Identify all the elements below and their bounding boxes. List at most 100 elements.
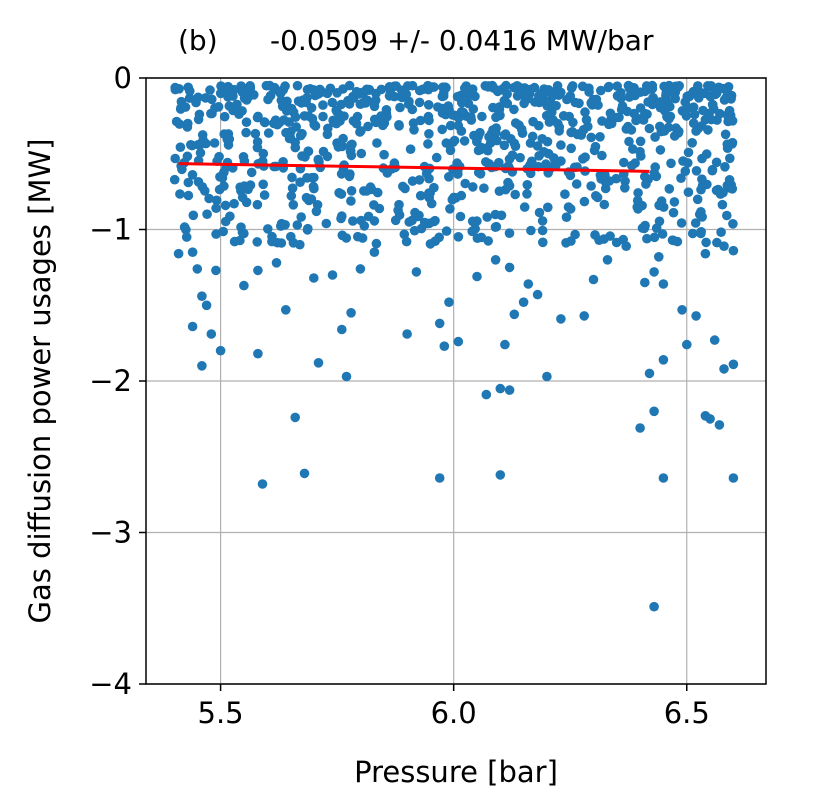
data-point xyxy=(534,207,545,218)
chart-title: -0.0509 +/- 0.0416 MW/bar xyxy=(270,24,654,57)
data-point xyxy=(402,329,412,339)
data-point xyxy=(322,151,333,162)
data-point xyxy=(252,199,263,210)
data-point xyxy=(545,95,556,106)
data-point xyxy=(453,336,464,347)
data-point xyxy=(260,117,270,128)
data-point xyxy=(437,91,448,102)
data-point xyxy=(538,237,548,248)
data-point xyxy=(472,216,482,226)
data-point xyxy=(193,139,204,150)
data-point xyxy=(589,145,600,156)
data-point xyxy=(580,107,590,117)
data-point xyxy=(264,80,275,91)
data-point xyxy=(678,156,688,166)
data-point xyxy=(347,139,357,150)
data-point xyxy=(211,203,221,213)
data-point xyxy=(668,207,679,218)
data-point xyxy=(599,199,610,210)
data-point xyxy=(346,186,357,196)
data-point xyxy=(210,103,220,113)
data-point xyxy=(597,116,607,126)
data-point xyxy=(619,157,629,168)
data-point xyxy=(688,118,699,128)
data-point xyxy=(494,186,505,196)
data-point xyxy=(566,143,576,154)
data-point xyxy=(574,98,584,109)
data-point xyxy=(411,267,422,277)
data-point xyxy=(599,234,609,244)
data-point xyxy=(414,97,425,108)
data-point xyxy=(639,223,650,234)
data-point xyxy=(302,173,312,183)
data-point xyxy=(636,151,646,161)
data-point xyxy=(727,184,738,194)
data-point xyxy=(186,140,196,150)
data-point xyxy=(728,473,739,483)
data-point xyxy=(684,91,695,102)
data-point xyxy=(509,309,520,320)
data-point xyxy=(185,86,195,96)
data-point xyxy=(712,237,722,248)
data-point xyxy=(246,167,257,178)
data-point xyxy=(211,265,221,276)
data-point xyxy=(180,102,191,112)
data-point xyxy=(252,142,263,153)
data-point xyxy=(519,98,529,109)
data-point xyxy=(271,258,282,268)
data-point xyxy=(518,297,529,308)
data-point xyxy=(444,297,454,308)
data-point xyxy=(288,107,299,117)
data-point xyxy=(636,113,647,124)
data-point xyxy=(258,148,269,159)
data-point xyxy=(295,130,306,141)
data-point xyxy=(187,170,198,180)
y-axis-label: Gas diffusion power usages [MW] xyxy=(23,139,57,624)
data-point xyxy=(291,122,302,132)
data-point xyxy=(336,169,347,179)
data-point xyxy=(313,154,324,165)
data-point xyxy=(405,144,416,154)
data-point xyxy=(705,414,715,424)
data-point xyxy=(509,104,519,115)
data-point xyxy=(183,177,194,188)
data-point xyxy=(173,248,184,259)
data-point xyxy=(224,101,235,111)
data-point xyxy=(595,132,605,142)
data-point xyxy=(369,247,380,257)
data-point xyxy=(682,339,692,350)
data-point xyxy=(564,111,574,122)
data-point xyxy=(649,267,659,277)
data-point xyxy=(721,85,732,96)
data-point xyxy=(507,150,518,160)
data-point xyxy=(642,233,652,244)
data-point xyxy=(393,205,403,216)
data-point xyxy=(276,87,287,98)
data-point xyxy=(322,129,333,140)
data-point xyxy=(177,164,187,175)
data-point xyxy=(602,254,613,265)
data-point xyxy=(565,204,576,214)
data-point xyxy=(491,103,502,114)
data-point xyxy=(565,91,576,101)
data-point xyxy=(175,189,185,199)
data-point xyxy=(651,223,662,233)
data-point xyxy=(677,305,687,315)
data-point xyxy=(258,179,269,190)
data-point xyxy=(691,126,701,136)
data-point xyxy=(445,145,456,156)
data-point xyxy=(439,341,450,352)
data-point xyxy=(441,226,452,236)
data-point xyxy=(490,222,501,232)
data-point xyxy=(680,166,691,176)
data-point xyxy=(290,142,301,153)
data-point xyxy=(360,96,371,107)
data-point xyxy=(310,121,321,131)
data-point xyxy=(467,226,478,237)
data-point xyxy=(633,188,643,198)
data-point xyxy=(641,179,651,189)
data-point xyxy=(290,412,301,423)
data-point xyxy=(656,196,667,206)
data-point xyxy=(425,239,436,249)
